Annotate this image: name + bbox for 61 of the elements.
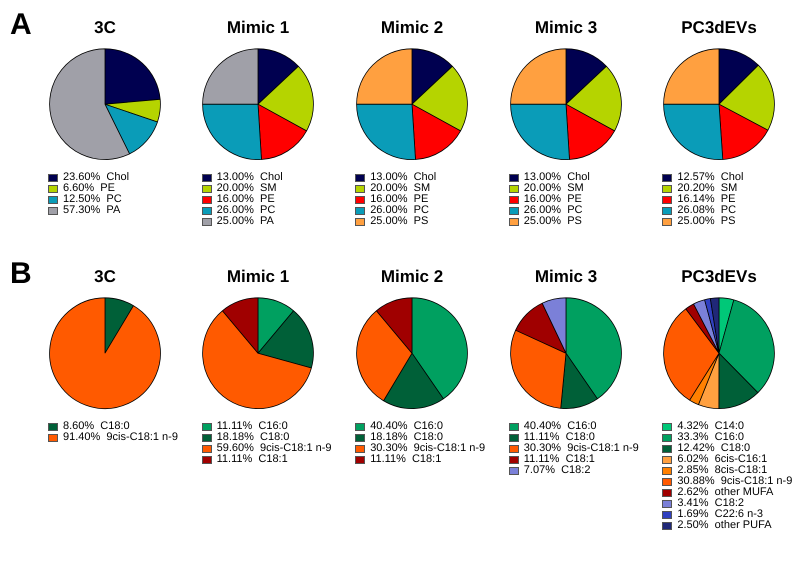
legend-label: 25.00% PS bbox=[524, 215, 582, 227]
legend-label: 57.30% PA bbox=[63, 204, 120, 216]
chart-title: Mimic 3 bbox=[534, 18, 597, 37]
legend-label: 30.30% 9cis-C18:1 n-9 bbox=[370, 442, 486, 454]
legend-label: 16.00% PE bbox=[524, 193, 582, 205]
legend-label: 13.00% Chol bbox=[524, 171, 590, 183]
legend-label: 30.30% 9cis-C18:1 n-9 bbox=[524, 442, 639, 454]
legend-label: 13.00% Chol bbox=[370, 171, 436, 183]
legend-label: 20.00% SM bbox=[216, 182, 277, 194]
chart-title: Mimic 2 bbox=[380, 18, 444, 37]
legend-label: 12.50% PC bbox=[63, 193, 122, 205]
legend-label: 25.00% PS bbox=[677, 215, 736, 227]
legend-label: 16.00% PE bbox=[370, 193, 428, 205]
legend-label: 26.00% PC bbox=[524, 204, 582, 216]
legend-label: 26.00% PC bbox=[216, 204, 276, 216]
legend-label: 91.40% 9cis-C18:1 n-9 bbox=[63, 431, 178, 443]
chart-title: PC3dEVs bbox=[681, 266, 757, 286]
legend-label: 40.40% C16:0 bbox=[524, 420, 597, 432]
legend-label: 40.40% C16:0 bbox=[370, 420, 443, 432]
legend-label: 20.00% SM bbox=[370, 182, 430, 194]
legend-label: 16.14% PE bbox=[677, 193, 736, 205]
legend-label: 1.69% C22:6 n-3 bbox=[677, 508, 763, 520]
legend-label: 8.60% C18:0 bbox=[63, 420, 130, 432]
legend-label: 13.00% Chol bbox=[216, 171, 283, 183]
legend-label: 11.11% C18:1 bbox=[524, 453, 595, 465]
legend-label: 18.18% C18:0 bbox=[370, 431, 443, 443]
legend-label: 11.11% C18:0 bbox=[524, 431, 595, 443]
chart-title: PC3dEVs bbox=[681, 18, 757, 37]
legend-label: 4.32% C14:0 bbox=[677, 420, 744, 432]
legend-label: 26.08% PC bbox=[677, 204, 736, 216]
legend-label: 11.11% C18:1 bbox=[216, 453, 288, 465]
legend-label: 2.85% 8cis-C18:1 bbox=[677, 464, 768, 476]
legend-label: 30.88% 9cis-C18:1 n-9 bbox=[677, 475, 792, 487]
chart-title: Mimic 3 bbox=[534, 266, 597, 286]
legend-label: 2.62% other MUFA bbox=[677, 486, 774, 498]
legend-label: 12.42% C18:0 bbox=[677, 442, 750, 454]
chart-title: Mimic 1 bbox=[227, 266, 290, 286]
text: A bbox=[10, 8, 32, 42]
legend-label: 3.41% C18:2 bbox=[677, 497, 744, 509]
legend-label: 33.3% C16:0 bbox=[677, 431, 744, 443]
legend-label: 18.18% C18:0 bbox=[216, 431, 290, 443]
chart-title: Mimic 1 bbox=[227, 18, 290, 37]
legend-label: 25.00% PS bbox=[370, 215, 428, 227]
legend-label: 2.50% other PUFA bbox=[677, 519, 772, 531]
legend-label: 12.57% Chol bbox=[677, 171, 744, 183]
legend-label: 25.00% PA bbox=[216, 215, 274, 227]
chart-title: Mimic 2 bbox=[380, 266, 444, 286]
legend-label: 6.60% PE bbox=[63, 182, 115, 194]
legend-label: 7.07% C18:2 bbox=[524, 464, 590, 476]
legend-label: 20.00% SM bbox=[524, 182, 584, 194]
chart-title: 3C bbox=[94, 18, 116, 37]
legend-label: 20.20% SM bbox=[677, 182, 738, 194]
legend-label: 16.00% PE bbox=[216, 193, 275, 205]
legend-label: 23.60% Chol bbox=[63, 171, 130, 183]
text: B bbox=[10, 257, 32, 291]
legend-label: 26.00% PC bbox=[370, 204, 429, 216]
chart-title: 3C bbox=[94, 266, 116, 286]
legend-label: 11.11% C18:1 bbox=[370, 453, 442, 465]
legend-label: 59.60% 9cis-C18:1 n-9 bbox=[216, 442, 332, 454]
legend-label: 11.11% C16:0 bbox=[216, 420, 288, 432]
legend-label: 6.02% 6cis-C16:1 bbox=[677, 453, 768, 465]
